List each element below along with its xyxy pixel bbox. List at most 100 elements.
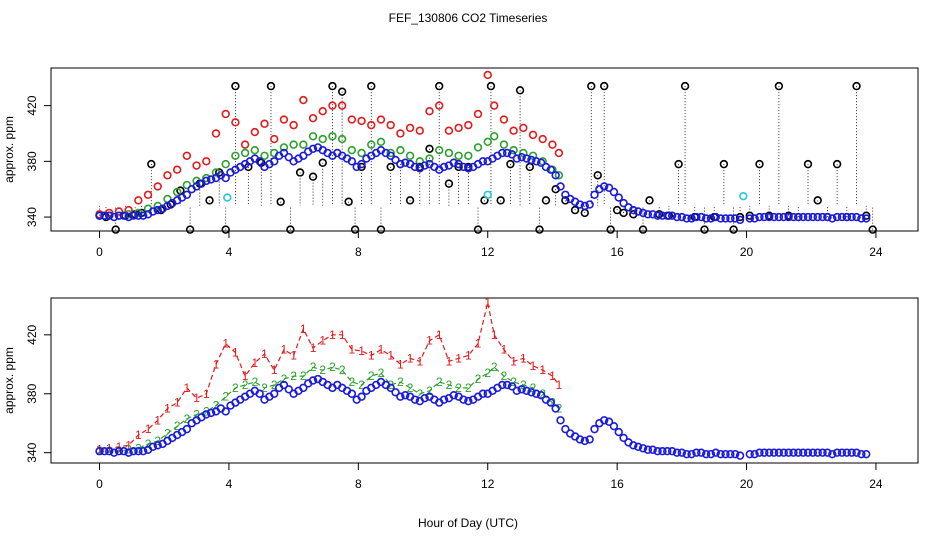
data-point [464, 120, 473, 130]
data-point [614, 193, 623, 202]
data-point [658, 447, 667, 456]
data-point-digit: 1 [436, 328, 443, 342]
data-point [279, 380, 289, 390]
data-point-digit: 2 [378, 366, 385, 380]
data-point [532, 157, 541, 166]
data-point [606, 225, 615, 234]
data-point-digit: 2 [271, 378, 278, 392]
data-point [532, 389, 541, 398]
data-point-digit: 1 [407, 351, 414, 365]
data-point-digit: 1 [290, 348, 297, 362]
data-point [847, 212, 856, 222]
data-point [95, 211, 104, 220]
data-point-digit: 1 [193, 391, 200, 405]
data-point-digit: 2 [465, 381, 472, 395]
data-point [619, 208, 628, 218]
data-point [439, 395, 449, 404]
data-point [643, 210, 653, 219]
series-line [99, 302, 560, 451]
data-point-digit: 2 [539, 387, 546, 401]
data-point [391, 155, 400, 165]
data-point [202, 176, 211, 186]
data-point-digit: 1 [455, 351, 462, 365]
data-point [172, 187, 182, 197]
data-point [784, 448, 793, 457]
data-point [100, 447, 109, 456]
data-point [483, 70, 492, 80]
data-point [486, 81, 496, 91]
data-point [337, 101, 347, 110]
data-point [512, 386, 522, 396]
data-point [148, 442, 158, 451]
data-point-digit: 2 [164, 427, 171, 441]
data-point [677, 448, 687, 457]
data-point [818, 212, 827, 222]
data-point-digit: 1 [465, 348, 472, 362]
data-point-digit: 2 [174, 419, 181, 433]
data-point [182, 180, 192, 190]
data-point [124, 212, 133, 222]
data-point-digit: 1 [281, 343, 288, 357]
data-point [629, 205, 638, 215]
x-tick-label: 12 [481, 245, 495, 259]
data-point [575, 435, 585, 444]
data-point [847, 448, 856, 457]
data-point [764, 448, 774, 457]
data-point [643, 445, 653, 454]
data-point [658, 211, 667, 220]
data-point [279, 148, 289, 158]
data-point [789, 212, 798, 222]
y-axis-label: approx. ppm [2, 116, 16, 183]
x-tick-label: 8 [355, 477, 362, 491]
data-point [779, 212, 788, 222]
data-point [808, 212, 818, 222]
data-point-digit: 1 [135, 428, 142, 442]
data-point-digit: 1 [549, 369, 556, 383]
data-point [473, 225, 483, 234]
data-point [134, 211, 143, 220]
data-point-digit: 1 [329, 328, 336, 342]
data-point-digit: 1 [145, 422, 152, 436]
data-series [95, 132, 564, 220]
data-point [837, 212, 847, 222]
data-point [680, 81, 690, 91]
y-tick-label: 380 [25, 383, 39, 403]
data-point [182, 151, 192, 160]
data-point-digit: 1 [271, 363, 278, 377]
data-point [590, 424, 599, 434]
data-point-digit: 1 [164, 401, 171, 415]
data-point [95, 447, 104, 456]
plot-frame [50, 67, 919, 232]
data-point [842, 448, 852, 457]
data-point [473, 109, 483, 119]
data-point [192, 161, 201, 170]
data-point [376, 115, 386, 124]
data-point-digit: 1 [491, 328, 498, 342]
data-point-digit: 1 [368, 348, 375, 362]
data-point [449, 158, 458, 167]
data-point-digit: 1 [319, 334, 326, 348]
data-point [425, 144, 434, 154]
data-point [435, 145, 444, 155]
data-point [551, 404, 560, 413]
data-point [109, 212, 119, 222]
data-point [376, 225, 386, 234]
data-point [284, 385, 293, 394]
data-point [653, 447, 662, 456]
data-point [367, 81, 376, 91]
data-point [837, 448, 847, 457]
data-point-digit: 1 [154, 413, 161, 427]
data-point [653, 211, 662, 220]
data-point-digit: 1 [520, 351, 527, 365]
data-point-digit: 1 [510, 354, 517, 368]
data-point [250, 127, 260, 137]
x-tick-label: 4 [226, 477, 233, 491]
data-point [517, 385, 526, 394]
data-point [396, 392, 405, 401]
data-point [554, 148, 564, 158]
data-point [202, 173, 211, 183]
data-point [119, 447, 128, 456]
data-point [308, 144, 318, 154]
data-point [823, 448, 832, 457]
